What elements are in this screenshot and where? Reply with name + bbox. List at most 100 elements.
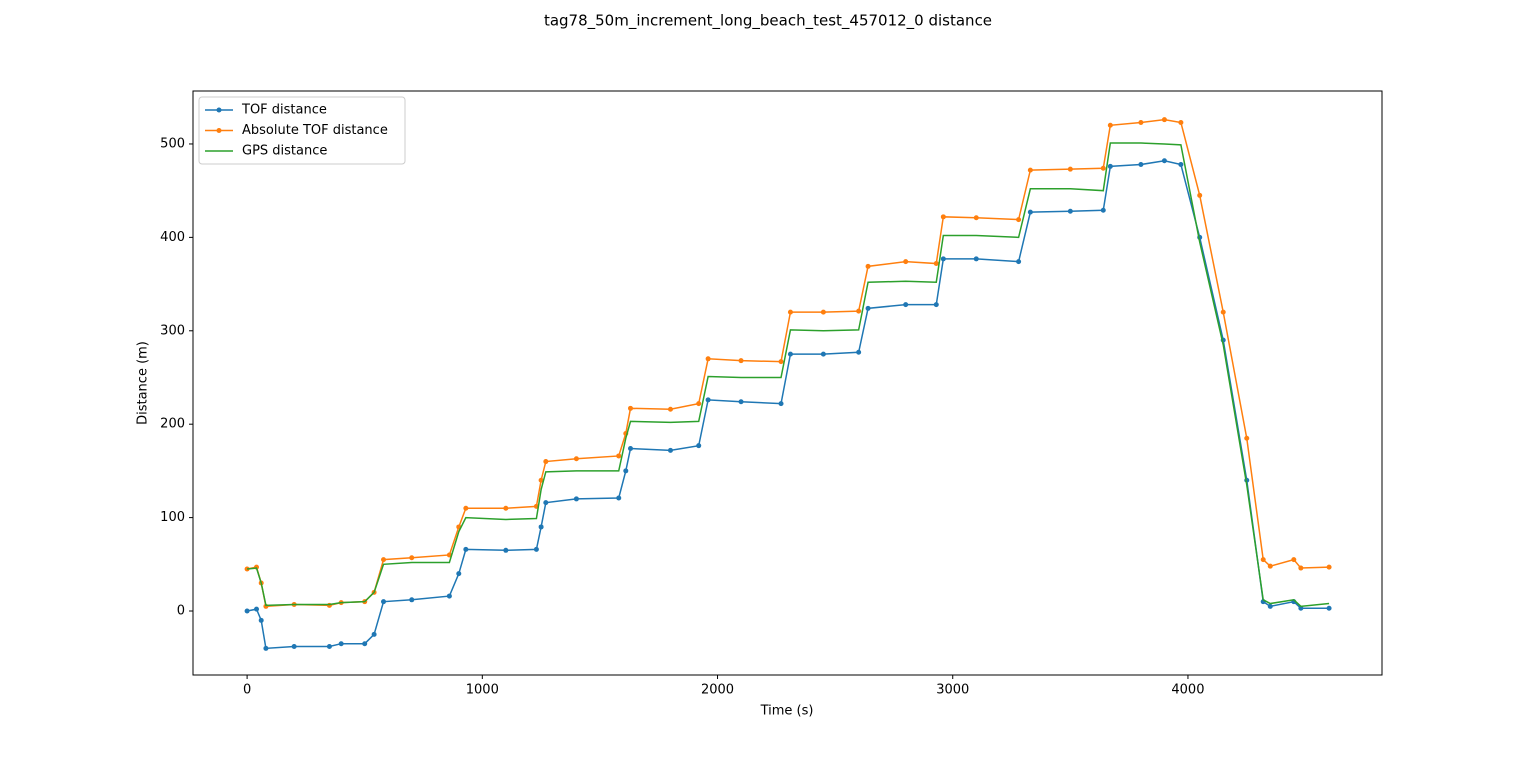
y-axis-label: Distance (m) <box>136 341 151 425</box>
x-tick-label: 1000 <box>466 683 499 698</box>
y-tick-label: 500 <box>160 136 185 151</box>
marker <box>865 305 871 311</box>
marker <box>1267 563 1273 569</box>
legend-marker <box>216 107 222 113</box>
series <box>244 158 1332 651</box>
y-tick-label: 400 <box>160 230 185 245</box>
marker <box>463 546 469 552</box>
series <box>247 142 1330 608</box>
marker <box>1016 259 1022 265</box>
marker <box>446 593 452 599</box>
marker <box>1298 565 1304 571</box>
x-tick-label: 3000 <box>936 683 969 698</box>
marker <box>616 495 622 501</box>
marker <box>1161 117 1167 123</box>
marker <box>627 405 633 411</box>
y-tick-label: 0 <box>177 604 185 619</box>
marker <box>338 641 344 647</box>
marker <box>543 459 549 465</box>
marker <box>903 302 909 308</box>
marker <box>820 309 826 315</box>
marker <box>738 399 744 405</box>
marker <box>856 308 862 314</box>
marker <box>1161 158 1167 164</box>
marker <box>1244 435 1250 441</box>
marker <box>820 351 826 357</box>
marker <box>787 309 793 315</box>
marker <box>627 445 633 451</box>
legend-frame <box>198 96 406 165</box>
marker <box>1067 166 1073 172</box>
marker <box>263 645 269 651</box>
marker <box>1326 605 1332 611</box>
x-tick-label: 0 <box>243 683 251 698</box>
marker <box>409 597 415 603</box>
x-axis-label: Time (s) <box>760 704 814 719</box>
marker <box>409 555 415 561</box>
marker <box>865 263 871 269</box>
marker <box>1291 557 1297 563</box>
marker <box>533 546 539 552</box>
marker <box>856 349 862 355</box>
chart-title: tag78_50m_increment_long_beach_test_4570… <box>544 12 992 31</box>
marker <box>973 256 979 262</box>
marker <box>1267 603 1273 609</box>
marker <box>1027 167 1033 173</box>
marker <box>778 359 784 365</box>
marker <box>254 606 260 612</box>
marker <box>1100 207 1106 213</box>
marker <box>903 259 909 265</box>
plot-frame <box>192 90 1383 676</box>
marker <box>616 453 622 459</box>
x-tick-label: 2000 <box>701 683 734 698</box>
marker <box>244 608 250 614</box>
marker <box>326 644 332 650</box>
marker <box>573 456 579 462</box>
legend-marker <box>216 128 222 133</box>
legend-label: Absolute TOF distance <box>242 123 388 138</box>
marker <box>291 644 297 650</box>
marker <box>933 261 939 267</box>
marker <box>973 215 979 221</box>
marker <box>1138 162 1144 168</box>
marker <box>696 443 702 449</box>
marker <box>503 547 509 553</box>
marker <box>538 477 544 483</box>
marker <box>573 496 579 502</box>
marker <box>1107 122 1113 128</box>
marker <box>940 256 946 262</box>
marker <box>778 401 784 407</box>
marker <box>1260 557 1266 563</box>
y-tick-label: 100 <box>160 510 185 525</box>
marker <box>456 571 462 577</box>
marker <box>463 505 469 511</box>
marker <box>667 447 673 453</box>
marker <box>1197 192 1203 198</box>
marker <box>696 401 702 407</box>
legend: TOF distance Absolute TOF distance GPS dis… <box>198 96 406 165</box>
marker <box>381 557 387 563</box>
marker <box>538 524 544 530</box>
marker <box>1326 564 1332 570</box>
line <box>247 142 1330 608</box>
marker <box>705 356 711 362</box>
marker <box>1016 217 1022 223</box>
marker <box>1178 162 1184 168</box>
y-tick-label: 300 <box>160 323 185 338</box>
marker <box>787 351 793 357</box>
marker <box>503 505 509 511</box>
marker <box>1100 165 1106 171</box>
marker <box>371 631 377 637</box>
marker <box>1107 163 1113 169</box>
marker <box>1067 208 1073 214</box>
line <box>246 160 1330 650</box>
marker <box>1220 309 1226 315</box>
marker <box>667 406 673 412</box>
legend-label: TOF distance <box>241 103 327 118</box>
marker <box>1178 119 1184 125</box>
marker <box>940 214 946 220</box>
legend-label: GPS distance <box>242 144 327 159</box>
marker <box>738 358 744 364</box>
